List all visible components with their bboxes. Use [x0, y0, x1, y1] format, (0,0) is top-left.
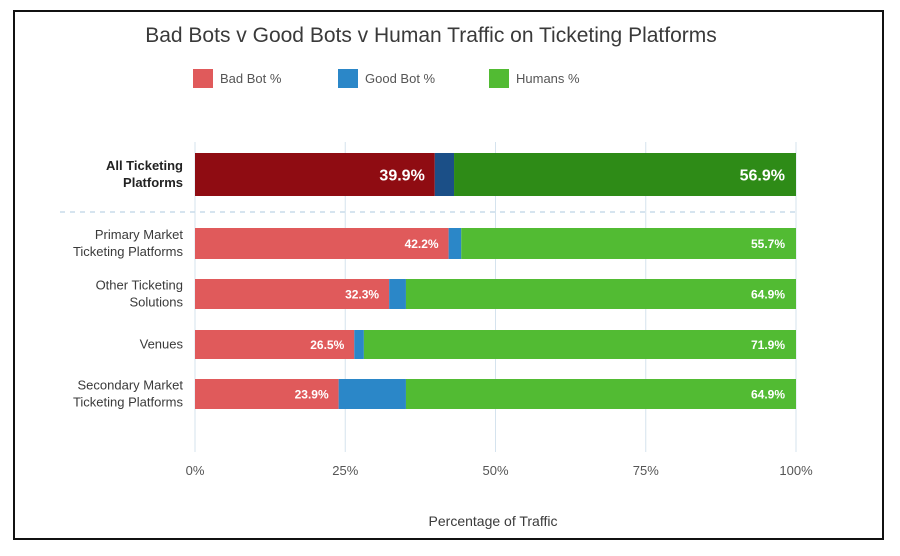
data-label: 42.2% — [405, 237, 439, 251]
bar-segment — [406, 279, 796, 309]
x-tick-label: 50% — [482, 463, 508, 478]
legend-swatch-humans — [489, 69, 509, 88]
chart-title: Bad Bots v Good Bots v Human Traffic on … — [145, 24, 717, 47]
category-label: Ticketing Platforms — [73, 395, 184, 410]
bar-segment — [435, 153, 454, 196]
x-tick-labels: 0% 25% 50% 75% 100% — [186, 463, 813, 478]
x-tick-label: 100% — [779, 463, 813, 478]
category-label: Venues — [140, 337, 184, 352]
legend-label-humans: Humans % — [516, 71, 580, 86]
bar-segment — [354, 330, 364, 359]
x-axis-title: Percentage of Traffic — [429, 513, 558, 529]
chart-frame: Bad Bots v Good Bots v Human Traffic on … — [13, 10, 884, 540]
data-label: 23.9% — [295, 387, 329, 401]
data-label: 64.9% — [751, 387, 785, 401]
bar-segment — [364, 330, 796, 359]
category-label: Platforms — [123, 175, 183, 190]
data-label: 64.9% — [751, 287, 785, 301]
legend-swatch-bad-bot — [193, 69, 213, 88]
bar-segment — [449, 228, 462, 259]
bar-segment — [389, 279, 406, 309]
data-label: 26.5% — [310, 338, 344, 352]
category-label: Ticketing Platforms — [73, 244, 184, 259]
legend-label-bad-bot: Bad Bot % — [220, 71, 282, 86]
legend: Bad Bot % Good Bot % Humans % — [193, 69, 580, 88]
x-tick-label: 0% — [186, 463, 205, 478]
data-label: 39.9% — [379, 167, 424, 184]
x-tick-label: 25% — [332, 463, 358, 478]
legend-swatch-good-bot — [338, 69, 358, 88]
category-label: All Ticketing — [106, 158, 183, 173]
category-label: Secondary Market — [78, 378, 184, 393]
legend-label-good-bot: Good Bot % — [365, 71, 436, 86]
x-tick-label: 75% — [633, 463, 659, 478]
data-label: 71.9% — [751, 338, 785, 352]
category-labels: All Ticketing Platforms Primary Market Tick… — [73, 158, 184, 410]
bar-segment — [461, 228, 796, 259]
category-label: Solutions — [130, 295, 184, 310]
bar-segment — [339, 379, 406, 409]
chart-canvas: Bad Bots v Good Bots v Human Traffic on … — [15, 12, 882, 538]
category-label: Other Ticketing — [96, 278, 183, 293]
data-label: 55.7% — [751, 237, 785, 251]
data-label: 32.3% — [345, 287, 379, 301]
bar-segment — [406, 379, 796, 409]
data-label: 56.9% — [740, 167, 785, 184]
category-label: Primary Market — [95, 227, 184, 242]
